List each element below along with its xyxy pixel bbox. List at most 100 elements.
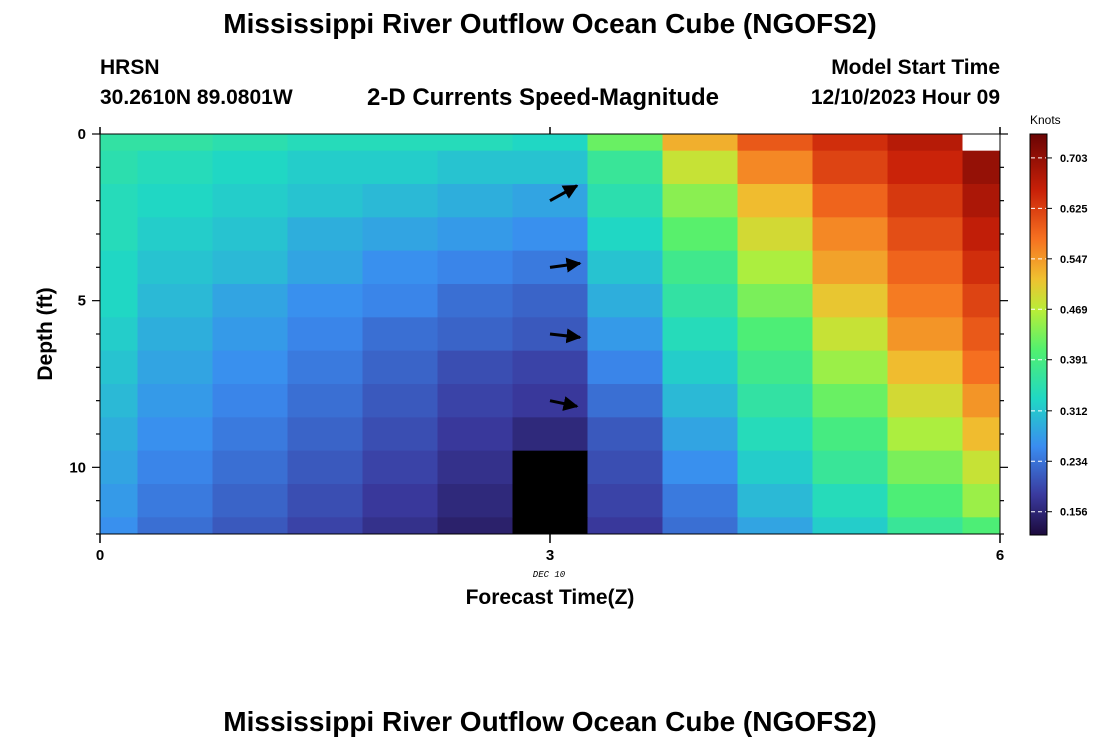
heatmap-cell — [100, 384, 138, 418]
heatmap-cell — [437, 350, 513, 385]
heatmap-cell — [812, 517, 888, 535]
heatmap-cell — [100, 250, 138, 285]
date-label: DEC 10 — [533, 570, 566, 580]
heatmap-cell — [437, 184, 513, 218]
heatmap-cell — [812, 217, 888, 252]
heatmap-cell — [887, 417, 963, 452]
heatmap-cell — [662, 484, 738, 518]
heatmap-cell — [662, 134, 738, 152]
heatmap-cell — [737, 517, 813, 535]
heatmap-cell — [737, 384, 813, 418]
heatmap-cell — [737, 317, 813, 352]
current-vectors — [549, 184, 582, 478]
colorbar-tick-label: 0.312 — [1060, 406, 1088, 418]
heatmap-cell — [812, 350, 888, 385]
heatmap-cell — [287, 317, 363, 352]
heatmap-cell — [662, 150, 738, 185]
heatmap-cell — [362, 317, 438, 352]
heatmap-cell — [662, 450, 738, 485]
colorbar-ticks: 0.703 0.625 0.547 0.469 0.391 0.312 0.234 0.156 — [1031, 153, 1088, 519]
heatmap-cell — [100, 450, 138, 485]
heatmap-cell — [587, 150, 663, 185]
heatmap-cell — [737, 184, 813, 218]
heatmap-cell — [437, 384, 513, 418]
heatmap-cell — [137, 417, 213, 452]
heatmap-cell — [662, 217, 738, 252]
colorbar-tick-label: 0.156 — [1060, 507, 1088, 519]
heatmap-cell — [887, 150, 963, 185]
heatmap-cell — [512, 517, 588, 535]
heatmap-cell — [587, 317, 663, 352]
heatmap-cell — [587, 384, 663, 418]
heatmap-cell — [362, 350, 438, 385]
heatmap-cell — [662, 250, 738, 285]
heatmap-cell — [962, 417, 1001, 452]
heatmap-cell — [587, 484, 663, 518]
heatmap-cell — [137, 484, 213, 518]
axes: 0 3 6 0 5 10 — [69, 126, 1008, 564]
heatmap-cell — [437, 517, 513, 535]
heatmap-cell — [812, 417, 888, 452]
page-title: Mississippi River Outflow Ocean Cube (NG… — [223, 8, 877, 39]
heatmap-cell — [362, 484, 438, 518]
heatmap-cell — [362, 134, 438, 152]
heatmap-cell — [287, 350, 363, 385]
heatmap-cell — [212, 184, 288, 218]
heatmap-cell — [362, 217, 438, 252]
heatmap-cell — [887, 450, 963, 485]
heatmap-cell — [587, 417, 663, 452]
heatmap-cell — [662, 384, 738, 418]
current-vector-arrow — [549, 184, 579, 202]
current-vector-arrow — [549, 328, 582, 344]
heatmap-cell — [137, 150, 213, 185]
heatmap-cell — [812, 284, 888, 318]
heatmap-cell — [100, 350, 138, 385]
heatmap-cell — [362, 517, 438, 535]
model-start-label: Model Start Time — [831, 56, 1000, 79]
heatmap-cell — [887, 184, 963, 218]
heatmap-cell — [137, 317, 213, 352]
heatmap-cell — [737, 350, 813, 385]
heatmap-cell — [437, 450, 513, 485]
heatmap-cell — [812, 450, 888, 485]
heatmap-cell — [137, 250, 213, 285]
heatmap-cell — [212, 350, 288, 385]
colorbar-tick-label: 0.703 — [1060, 153, 1088, 165]
heatmap-cell — [962, 317, 1001, 352]
footer-title: Mississippi River Outflow Ocean Cube (NG… — [223, 706, 877, 737]
heatmap-cell — [812, 134, 888, 152]
heatmap-cell — [437, 417, 513, 452]
heatmap-cell — [962, 250, 1001, 285]
heatmap-cell — [212, 284, 288, 318]
heatmap-cell — [737, 250, 813, 285]
heatmap-cell — [137, 350, 213, 385]
heatmap-cell — [362, 417, 438, 452]
heatmap-cell — [437, 317, 513, 352]
y-tick-label: 5 — [78, 293, 86, 310]
heatmap-cell — [887, 250, 963, 285]
heatmap-cell — [362, 384, 438, 418]
heatmap-cell — [812, 317, 888, 352]
heatmap-cell — [362, 284, 438, 318]
heatmap-cell — [662, 284, 738, 318]
heatmap-cell — [962, 350, 1001, 385]
heatmap-cell — [437, 250, 513, 285]
heatmap-cell — [512, 284, 588, 318]
heatmap-cell — [812, 184, 888, 218]
heatmap-cell — [437, 217, 513, 252]
heatmap-cell — [887, 284, 963, 318]
heatmap-cell — [100, 150, 138, 185]
y-tick-label: 0 — [78, 126, 86, 143]
heatmap-cell — [812, 150, 888, 185]
heatmap-cell — [962, 217, 1001, 252]
heatmap-cell — [587, 184, 663, 218]
heatmap-cell — [212, 450, 288, 485]
heatmap-cell — [287, 384, 363, 418]
heatmap-cell — [962, 517, 1001, 535]
colorbar-tick-label: 0.234 — [1060, 456, 1088, 468]
heatmap-cell — [587, 284, 663, 318]
heatmap-cell — [662, 317, 738, 352]
heatmap-cell — [887, 217, 963, 252]
heatmap-cell — [887, 317, 963, 352]
